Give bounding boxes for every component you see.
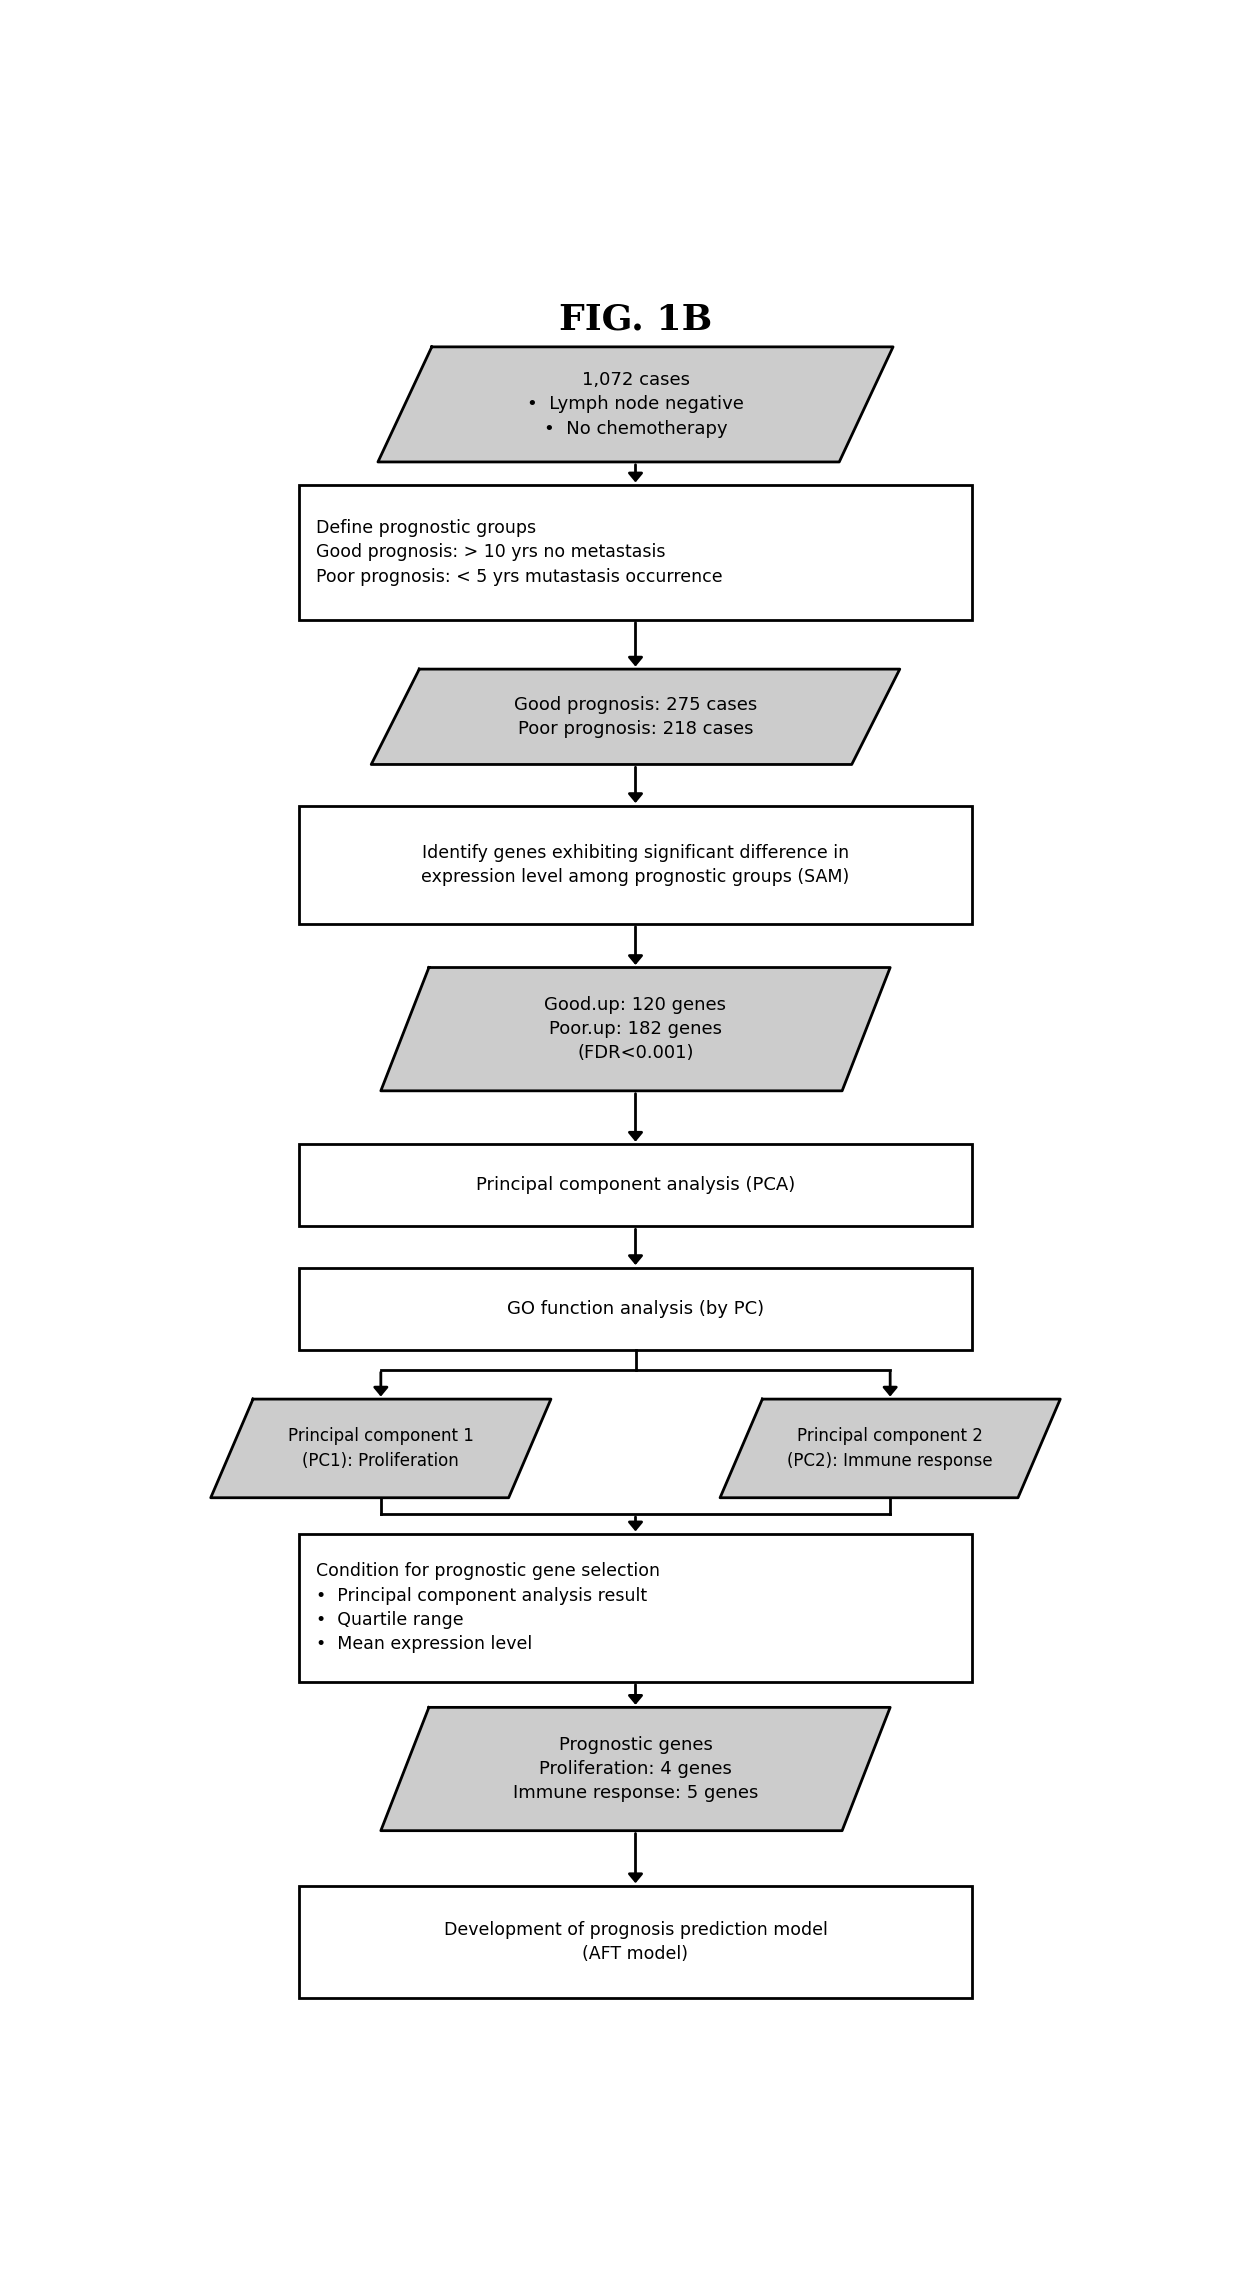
Polygon shape — [381, 966, 890, 1092]
Text: GO function analysis (by PC): GO function analysis (by PC) — [507, 1301, 764, 1317]
FancyBboxPatch shape — [299, 1144, 972, 1226]
Text: FIG. 1B: FIG. 1B — [559, 302, 712, 337]
Text: Define prognostic groups
Good prognosis: > 10 yrs no metastasis
Poor prognosis: : Define prognostic groups Good prognosis:… — [316, 518, 723, 587]
Polygon shape — [378, 348, 893, 462]
Polygon shape — [720, 1399, 1060, 1499]
Text: Good.up: 120 genes
Poor.up: 182 genes
(FDR<0.001): Good.up: 120 genes Poor.up: 182 genes (F… — [544, 996, 727, 1062]
Text: Development of prognosis prediction model
(AFT model): Development of prognosis prediction mode… — [444, 1922, 827, 1962]
Polygon shape — [211, 1399, 551, 1499]
FancyBboxPatch shape — [299, 805, 972, 923]
Text: Condition for prognostic gene selection
•  Principal component analysis result
•: Condition for prognostic gene selection … — [316, 1562, 661, 1653]
FancyBboxPatch shape — [299, 1267, 972, 1351]
Text: Identify genes exhibiting significant difference in
expression level among progn: Identify genes exhibiting significant di… — [422, 844, 849, 887]
FancyBboxPatch shape — [299, 1535, 972, 1683]
Text: Principal component 2
(PC2): Immune response: Principal component 2 (PC2): Immune resp… — [787, 1428, 993, 1469]
Text: Good prognosis: 275 cases
Poor prognosis: 218 cases: Good prognosis: 275 cases Poor prognosis… — [513, 696, 758, 739]
Polygon shape — [381, 1708, 890, 1831]
FancyBboxPatch shape — [299, 484, 972, 621]
Text: Principal component analysis (PCA): Principal component analysis (PCA) — [476, 1176, 795, 1194]
Text: 1,072 cases
•  Lymph node negative
•  No chemotherapy: 1,072 cases • Lymph node negative • No c… — [527, 371, 744, 437]
FancyBboxPatch shape — [299, 1885, 972, 1997]
Polygon shape — [371, 669, 900, 764]
Text: Prognostic genes
Proliferation: 4 genes
Immune response: 5 genes: Prognostic genes Proliferation: 4 genes … — [513, 1735, 758, 1803]
Text: Principal component 1
(PC1): Proliferation: Principal component 1 (PC1): Proliferati… — [288, 1428, 474, 1469]
